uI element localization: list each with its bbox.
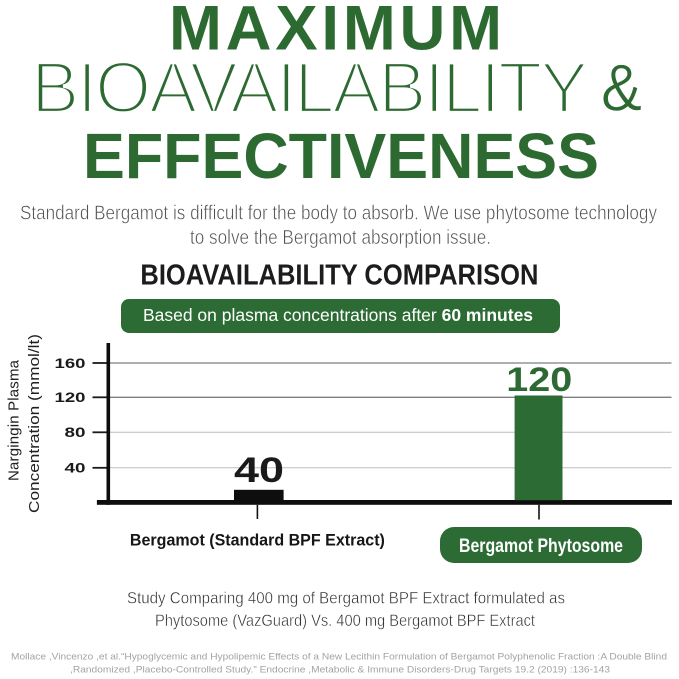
svg-text:Concentration (mmol/lt): Concentration (mmol/lt)	[26, 334, 43, 513]
svg-text:,Randomized ,Placebo-Controlle: ,Randomized ,Placebo-Controlled Study.” …	[70, 665, 610, 675]
svg-text:Mollace ,Vincenzo ,et al.“Hypo: Mollace ,Vincenzo ,et al.“Hypoglycemic a…	[11, 652, 667, 662]
svg-text:80: 80	[65, 424, 86, 440]
svg-text:EFFECTIVENESS: EFFECTIVENESS	[83, 120, 599, 192]
svg-text:Standard Bergamot is difficult: Standard Bergamot is difficult for the b…	[20, 202, 658, 225]
svg-text:Based on plasma concentrations: Based on plasma concentrations after 60 …	[143, 305, 533, 325]
svg-text:Bergamot (Standard BPF Extract: Bergamot (Standard BPF Extract)	[130, 531, 385, 550]
svg-text:Nargingin Plasma: Nargingin Plasma	[5, 359, 22, 481]
svg-text:BIOAVAILABILITY: BIOAVAILABILITY	[31, 49, 588, 129]
svg-text:120: 120	[506, 361, 572, 399]
svg-text:Phytosome (VazGuard) Vs. 400 m: Phytosome (VazGuard) Vs. 400 mg Bergamot…	[155, 611, 535, 630]
svg-text:120: 120	[55, 389, 86, 405]
svg-text:&: &	[601, 51, 642, 125]
svg-text:to solve the Bergamot absorpti: to solve the Bergamot absorption issue.	[190, 226, 491, 249]
svg-text:BIOAVAILABILITY COMPARISON: BIOAVAILABILITY COMPARISON	[140, 260, 538, 292]
svg-text:Study Comparing 400 mg of Berg: Study Comparing 400 mg of Bergamot BPF E…	[127, 589, 565, 608]
svg-text:40: 40	[65, 459, 86, 475]
svg-text:160: 160	[55, 355, 86, 371]
svg-text:40: 40	[234, 451, 284, 490]
svg-text:Bergamot Phytosome: Bergamot Phytosome	[459, 536, 623, 557]
